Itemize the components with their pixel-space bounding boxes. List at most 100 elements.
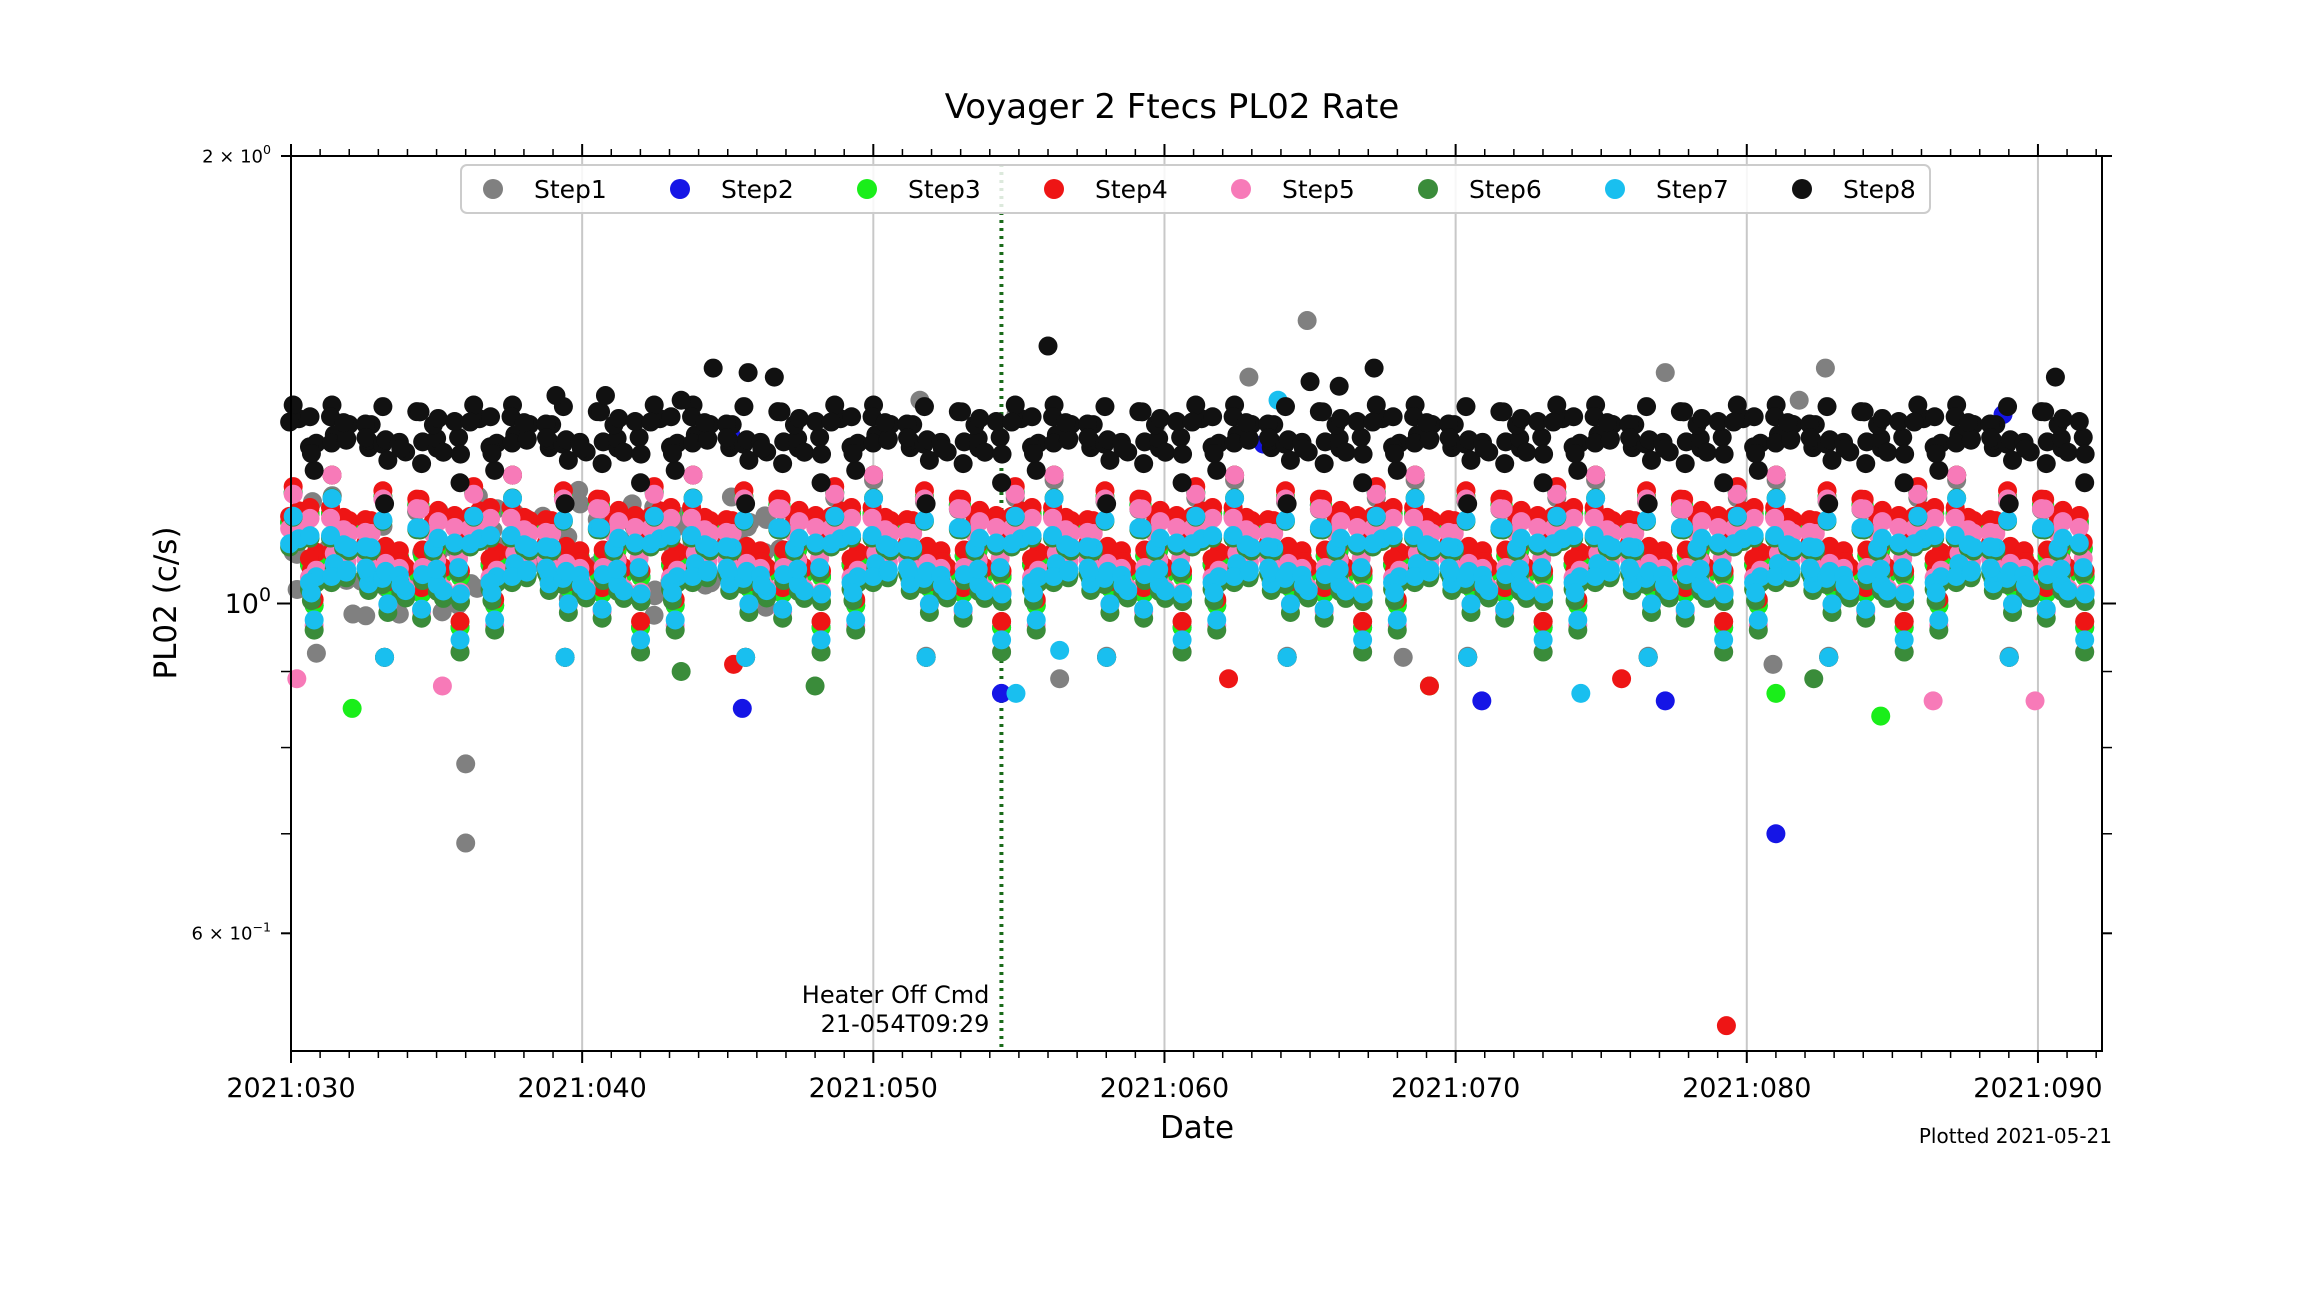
data-point	[1654, 439, 1674, 459]
data-point	[1236, 535, 1256, 555]
data-point	[1150, 528, 1170, 548]
data-point	[1697, 581, 1717, 601]
data-point	[789, 512, 809, 532]
data-point	[812, 444, 832, 464]
data-point	[1224, 433, 1244, 453]
data-point	[734, 397, 754, 417]
data-point-outlier	[1871, 706, 1891, 726]
data-point	[1347, 533, 1367, 553]
data-point	[1167, 518, 1187, 538]
data-point	[592, 454, 612, 474]
data-point	[1293, 575, 1313, 595]
data-point	[1727, 506, 1747, 526]
data-point	[1800, 414, 1820, 434]
data-point	[356, 558, 376, 578]
data-point	[1056, 413, 1076, 433]
data-point	[1026, 610, 1046, 630]
data-point	[1405, 566, 1425, 586]
data-point	[1528, 533, 1548, 553]
data-point	[410, 499, 430, 519]
data-point	[2075, 584, 2095, 604]
data-point	[1925, 508, 1945, 528]
data-point	[1533, 611, 1553, 631]
data-point	[1714, 444, 1734, 464]
data-point	[1925, 407, 1945, 427]
data-point	[283, 484, 303, 504]
data-point-outlier	[1571, 683, 1591, 703]
data-point	[2035, 402, 2055, 422]
data-point-outlier	[991, 683, 1011, 703]
data-point	[1766, 465, 1786, 485]
data-point	[1097, 647, 1117, 667]
data-point	[1182, 534, 1202, 554]
data-point	[300, 526, 320, 546]
data-point	[1908, 484, 1928, 504]
data-point	[875, 413, 895, 433]
data-point	[1744, 407, 1764, 427]
data-point	[1712, 558, 1732, 578]
data-point	[1405, 433, 1425, 453]
data-point	[1586, 488, 1606, 508]
data-point-outlier	[287, 669, 307, 689]
data-point	[1781, 429, 1801, 449]
data-point	[1690, 559, 1710, 579]
data-point	[1203, 526, 1223, 546]
data-point	[1204, 583, 1224, 603]
data-point-outlier	[456, 754, 476, 774]
data-point	[1637, 397, 1657, 417]
data-point	[842, 526, 862, 546]
data-point	[1819, 494, 1839, 514]
data-point-outlier	[546, 386, 566, 406]
data-point	[631, 630, 651, 650]
data-point-outlier	[456, 833, 476, 853]
data-point	[1366, 484, 1386, 504]
data-point	[2036, 599, 2056, 619]
data-point	[662, 443, 682, 463]
data-point	[1313, 518, 1333, 538]
data-point	[356, 606, 376, 626]
data-point-outlier	[732, 698, 752, 718]
data-point	[1765, 508, 1785, 528]
data-point	[1564, 508, 1584, 528]
data-point	[1565, 583, 1585, 603]
data-point	[614, 581, 634, 601]
data-point	[1854, 518, 1874, 538]
data-point	[1819, 647, 1839, 667]
data-point	[1461, 450, 1481, 470]
data-point	[1800, 558, 1820, 578]
data-point	[1908, 506, 1928, 526]
data-point	[1313, 402, 1333, 422]
data-point	[821, 412, 841, 432]
data-point	[2073, 558, 2093, 578]
data-point	[878, 429, 898, 449]
x-tick-label: 2021:030	[226, 1073, 355, 1104]
data-point	[968, 559, 988, 579]
data-point	[1022, 526, 1042, 546]
data-point	[355, 522, 375, 542]
data-point	[1800, 537, 1820, 557]
data-point	[375, 647, 395, 667]
data-point	[412, 454, 432, 474]
data-point-outlier	[1923, 691, 1943, 711]
data-point	[591, 402, 611, 422]
data-point	[1383, 526, 1403, 546]
data-point	[1778, 535, 1798, 555]
data-point	[1929, 610, 1949, 630]
data-point	[1280, 450, 1300, 470]
data-point	[1236, 413, 1256, 433]
data-point	[482, 443, 502, 463]
data-point-outlier	[1655, 363, 1675, 383]
data-point	[1044, 488, 1064, 508]
data-point	[460, 412, 480, 432]
data-point	[1095, 510, 1115, 530]
data-point	[536, 522, 556, 542]
data-point	[1871, 559, 1891, 579]
data-point	[1204, 443, 1224, 463]
data-point	[1674, 518, 1694, 538]
data-point	[1904, 534, 1924, 554]
data-point	[607, 559, 627, 579]
legend-label-step1: Step1	[534, 175, 607, 204]
data-point	[1908, 395, 1928, 415]
data-point	[1641, 450, 1661, 470]
data-point	[373, 397, 393, 417]
